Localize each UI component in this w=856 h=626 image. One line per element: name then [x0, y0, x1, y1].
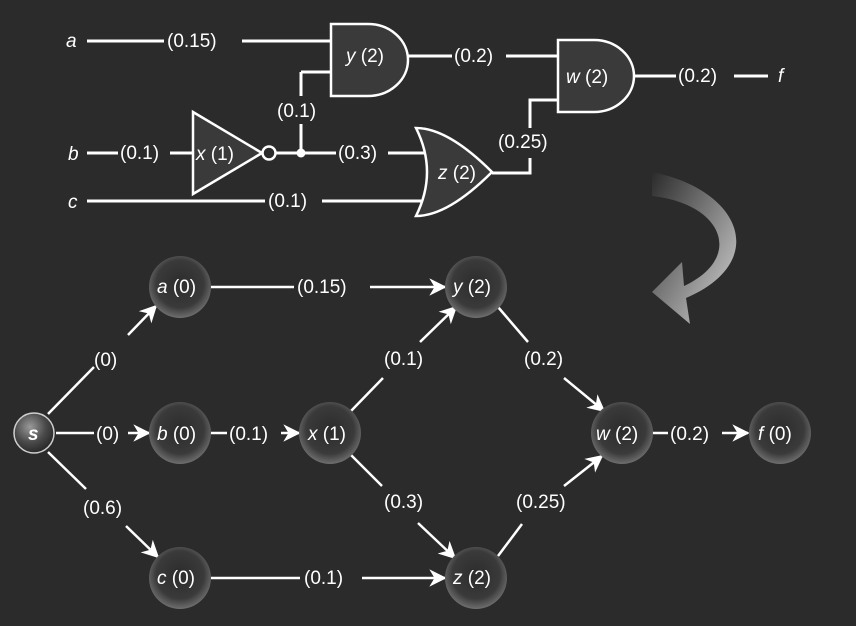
edge-y-w-1: [497, 306, 529, 343]
edge-y-w-2: [563, 377, 606, 413]
edge-x-z-2: [417, 522, 457, 560]
node-x-weight: (1): [323, 424, 346, 445]
node-f: f (0): [749, 402, 811, 464]
edge-w-f-weight: (0.2): [670, 424, 709, 445]
svg-text:b (0): b (0): [157, 424, 196, 445]
svg-text:f (0): f (0): [758, 424, 792, 445]
node-y-name: y: [451, 277, 464, 298]
node-f-name: f: [758, 424, 765, 445]
wire-x-z-delay: (0.3): [338, 143, 377, 164]
edge-s-a-1: [47, 366, 95, 415]
gate-x-delay: (1): [211, 144, 234, 165]
edge-s-c-weight: (0.6): [83, 498, 122, 519]
wire-z-out-low: [492, 158, 532, 175]
node-c-name: c: [157, 568, 167, 589]
gate-z-delay: (2): [453, 163, 476, 184]
gate-y-delay: (2): [361, 46, 384, 67]
edge-s-c-2: [125, 525, 160, 559]
edge-y-w-weight: (0.2): [524, 349, 563, 370]
wire-x-y-delay: (0.1): [277, 101, 316, 122]
svg-text:w (2): w (2): [566, 67, 608, 88]
circuit: a b c (0.15) (0.1) (0.3) (0.1) (0.1) (0.…: [66, 22, 785, 218]
svg-text:y (2): y (2): [344, 46, 384, 67]
node-z: z (2): [445, 547, 507, 609]
edge-x-y-weight: (0.1): [384, 349, 423, 370]
edge-z-w-weight: (0.25): [516, 492, 566, 513]
node-s-name: s: [28, 424, 39, 445]
node-b-weight: (0): [173, 424, 196, 445]
edge-x-z-weight: (0.3): [384, 492, 423, 513]
edge-s-b-weight: (0): [96, 424, 119, 445]
wire-a-y-delay: (0.15): [167, 31, 217, 52]
edge-x-y-1: [350, 377, 384, 412]
node-x: x (1): [299, 402, 361, 464]
node-w-name: w: [596, 424, 611, 445]
node-x-name: x: [307, 424, 319, 445]
or-gate-z: z (2): [413, 126, 494, 218]
node-z-name: z: [452, 568, 463, 589]
node-y-weight: (2): [468, 277, 491, 298]
gate-w-delay: (2): [585, 67, 608, 88]
node-f-weight: (0): [769, 424, 792, 445]
node-a: a (0): [149, 256, 211, 318]
edge-c-z-weight: (0.1): [304, 568, 343, 589]
svg-text:x (1): x (1): [307, 424, 346, 445]
input-c-label: c: [68, 192, 78, 213]
and-gate-w: w (2): [556, 38, 636, 114]
svg-text:x (1): x (1): [195, 144, 234, 165]
graph: (0) (0) (0.6) (0.15) (0.1) (0.1) (0.1) (…: [13, 256, 811, 609]
wire-w-f-delay: (0.2): [678, 66, 717, 87]
and-gate-y: y (2): [329, 22, 410, 98]
input-a-label: a: [66, 31, 77, 52]
not-gate-x: x (1): [191, 109, 277, 197]
node-b-name: b: [157, 424, 168, 445]
wire-y-w-delay: (0.2): [454, 46, 493, 67]
wire-z-w-delay: (0.25): [498, 132, 548, 153]
gate-z-name: z: [437, 163, 448, 184]
edge-a-y-weight: (0.15): [297, 277, 347, 298]
wire-b-x-delay: (0.1): [120, 143, 159, 164]
node-a-weight: (0): [173, 277, 196, 298]
wire-z-out-high: [528, 98, 558, 128]
gate-w-name: w: [566, 67, 581, 88]
svg-text:z (2): z (2): [452, 568, 491, 589]
svg-text:c (0): c (0): [157, 568, 195, 589]
output-f-label: f: [778, 66, 785, 87]
edge-b-x-weight: (0.1): [229, 424, 268, 445]
transform-arrow-icon: [652, 172, 737, 324]
node-s: s: [13, 412, 55, 454]
gate-y-name: y: [344, 46, 357, 67]
edge-z-w-2: [563, 454, 604, 487]
node-w-weight: (2): [615, 424, 638, 445]
node-z-weight: (2): [468, 568, 491, 589]
svg-text:z (2): z (2): [437, 163, 476, 184]
node-b: b (0): [149, 402, 211, 464]
node-a-name: a: [157, 277, 168, 298]
edge-x-y-2: [419, 305, 458, 343]
edge-s-c-1: [47, 451, 87, 490]
svg-text:a (0): a (0): [157, 277, 196, 298]
wire-c-z-delay: (0.1): [268, 191, 307, 212]
edge-s-a-weight: (0): [94, 350, 117, 371]
node-y: y (2): [445, 256, 507, 318]
edge-z-w-1: [497, 523, 523, 557]
gate-x-name: x: [195, 144, 207, 165]
node-c-weight: (0): [172, 568, 195, 589]
node-w: w (2): [591, 402, 653, 464]
edge-s-a-2: [127, 304, 158, 336]
svg-text:w (2): w (2): [596, 424, 638, 445]
input-b-label: b: [68, 144, 79, 165]
svg-text:y (2): y (2): [451, 277, 491, 298]
node-c: c (0): [149, 547, 211, 609]
edge-x-z-1: [350, 454, 383, 487]
